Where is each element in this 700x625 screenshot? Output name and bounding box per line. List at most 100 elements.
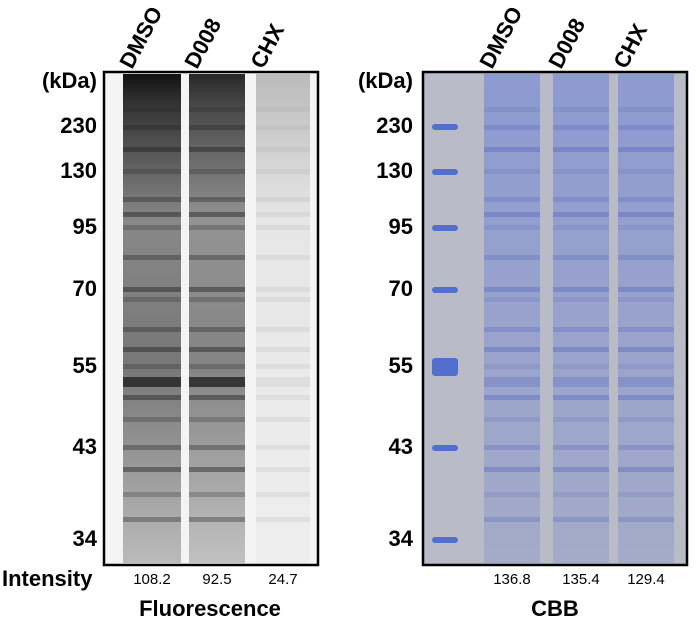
lane xyxy=(553,74,609,563)
band xyxy=(256,445,310,450)
band xyxy=(484,347,540,352)
band xyxy=(123,347,181,352)
band xyxy=(618,517,674,522)
band xyxy=(123,255,181,260)
band xyxy=(618,125,674,130)
band xyxy=(553,107,609,112)
band xyxy=(256,327,310,332)
band xyxy=(484,395,540,400)
caption: Fluorescence xyxy=(139,596,281,621)
band xyxy=(189,297,245,302)
band xyxy=(189,197,245,202)
ladder-band xyxy=(432,445,458,451)
marker-label: 70 xyxy=(389,276,413,301)
band xyxy=(618,107,674,112)
band xyxy=(189,395,245,400)
band xyxy=(189,347,245,352)
band xyxy=(553,197,609,202)
band xyxy=(189,327,245,332)
band xyxy=(256,377,310,387)
band xyxy=(618,347,674,352)
band xyxy=(553,492,609,497)
band xyxy=(618,287,674,292)
band xyxy=(256,417,310,422)
band xyxy=(256,517,310,522)
band xyxy=(256,147,310,152)
band xyxy=(484,197,540,202)
band xyxy=(553,467,609,472)
band xyxy=(553,225,609,230)
band xyxy=(484,297,540,302)
band xyxy=(553,417,609,422)
band xyxy=(123,445,181,450)
marker-label: 95 xyxy=(389,214,413,239)
band xyxy=(553,169,609,174)
band xyxy=(189,377,245,387)
band xyxy=(618,147,674,152)
intensity-value: 129.4 xyxy=(627,571,665,588)
band xyxy=(123,225,181,230)
ladder-band xyxy=(432,124,458,130)
lane-label: CHX xyxy=(608,19,652,72)
ladder-band xyxy=(432,169,458,175)
lane xyxy=(484,74,540,563)
ladder-band xyxy=(432,225,458,231)
marker-label: 43 xyxy=(73,434,97,459)
band xyxy=(553,287,609,292)
band xyxy=(484,364,540,369)
band xyxy=(553,255,609,260)
band xyxy=(189,364,245,369)
band xyxy=(189,467,245,472)
band xyxy=(618,445,674,450)
band xyxy=(123,517,181,522)
intensity-value: 108.2 xyxy=(133,571,171,588)
band xyxy=(618,492,674,497)
lane-label: D008 xyxy=(543,14,590,72)
band xyxy=(618,255,674,260)
marker-label: 70 xyxy=(73,276,97,301)
band xyxy=(553,147,609,152)
unit-label: (kDa) xyxy=(42,68,97,93)
band xyxy=(553,517,609,522)
band xyxy=(189,255,245,260)
marker-label: 130 xyxy=(60,158,97,183)
lane xyxy=(123,74,181,563)
band xyxy=(123,297,181,302)
band xyxy=(256,492,310,497)
band xyxy=(189,169,245,174)
marker-label: 43 xyxy=(389,434,413,459)
band xyxy=(484,125,540,130)
band xyxy=(189,225,245,230)
band xyxy=(256,169,310,174)
band xyxy=(618,197,674,202)
band xyxy=(618,395,674,400)
band xyxy=(189,417,245,422)
band xyxy=(256,364,310,369)
band xyxy=(618,467,674,472)
band xyxy=(484,169,540,174)
band xyxy=(123,197,181,202)
marker-label: 95 xyxy=(73,214,97,239)
intensity-value: 136.8 xyxy=(493,571,531,588)
band xyxy=(618,169,674,174)
intensity-value: 92.5 xyxy=(202,571,231,588)
band xyxy=(189,147,245,152)
band xyxy=(123,417,181,422)
ladder-band xyxy=(432,358,458,376)
band xyxy=(189,517,245,522)
band xyxy=(484,492,540,497)
band xyxy=(189,287,245,292)
lane xyxy=(256,74,310,563)
band xyxy=(484,107,540,112)
band xyxy=(618,377,674,387)
marker-label: 34 xyxy=(73,526,98,551)
band xyxy=(123,377,181,387)
band xyxy=(256,395,310,400)
band xyxy=(123,327,181,332)
band xyxy=(189,212,245,217)
band xyxy=(484,225,540,230)
band xyxy=(256,255,310,260)
band xyxy=(484,417,540,422)
lane-label: DMSO xyxy=(474,2,527,72)
